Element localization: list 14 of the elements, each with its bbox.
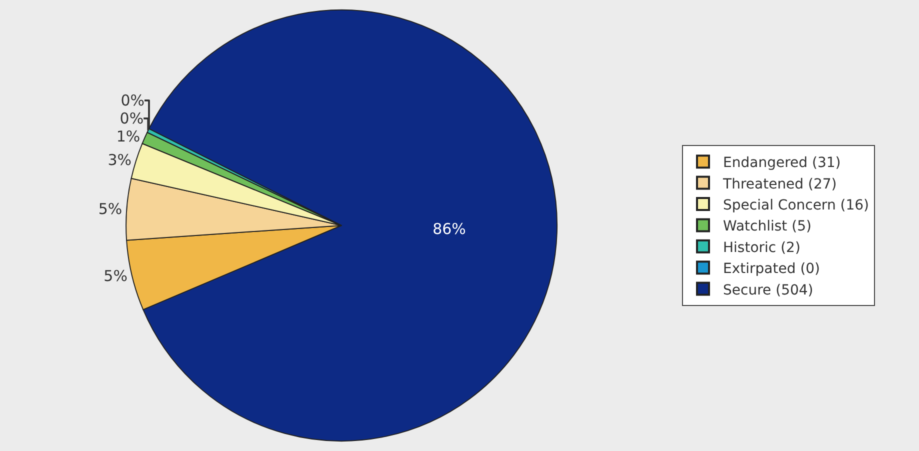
- legend-label: Watchlist (5): [723, 218, 812, 235]
- legend-label: Extirpated (0): [723, 261, 820, 278]
- legend-label: Threatened (27): [722, 176, 837, 192]
- legend-label: Endangered (31): [723, 155, 841, 172]
- text: 0%: [120, 91, 144, 110]
- data-label: 1%: [116, 127, 140, 146]
- data-label: 0%: [120, 109, 144, 128]
- legend-label: Special Concern (16): [723, 197, 870, 214]
- data-label: 5%: [98, 200, 122, 218]
- legend-label: Historic (2): [723, 240, 800, 256]
- data-label: 5%: [104, 267, 128, 286]
- legend-label: Secure (504): [723, 282, 814, 298]
- data-label: 3%: [108, 150, 132, 169]
- data-label: 86%: [432, 220, 466, 238]
